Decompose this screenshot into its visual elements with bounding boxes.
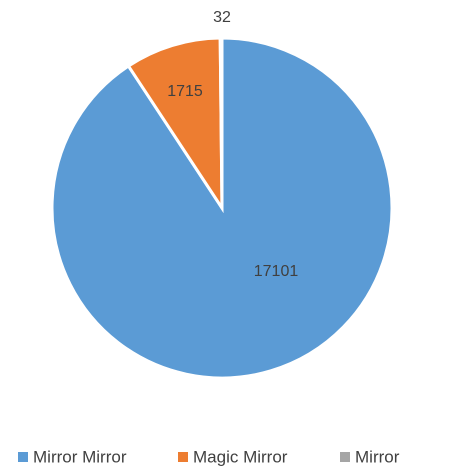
pie-slice [126, 36, 224, 214]
data-label: 32 [213, 9, 231, 26]
legend-label: Mirror [355, 447, 400, 466]
legend-marker [340, 452, 350, 462]
legend-label: Magic Mirror [193, 447, 288, 466]
legend-marker [18, 452, 28, 462]
legend-label: Mirror Mirror [33, 447, 127, 466]
pie-slice [218, 36, 224, 209]
data-label: 1715 [167, 83, 203, 100]
legend-marker [178, 452, 188, 462]
data-label: 17101 [254, 263, 299, 280]
